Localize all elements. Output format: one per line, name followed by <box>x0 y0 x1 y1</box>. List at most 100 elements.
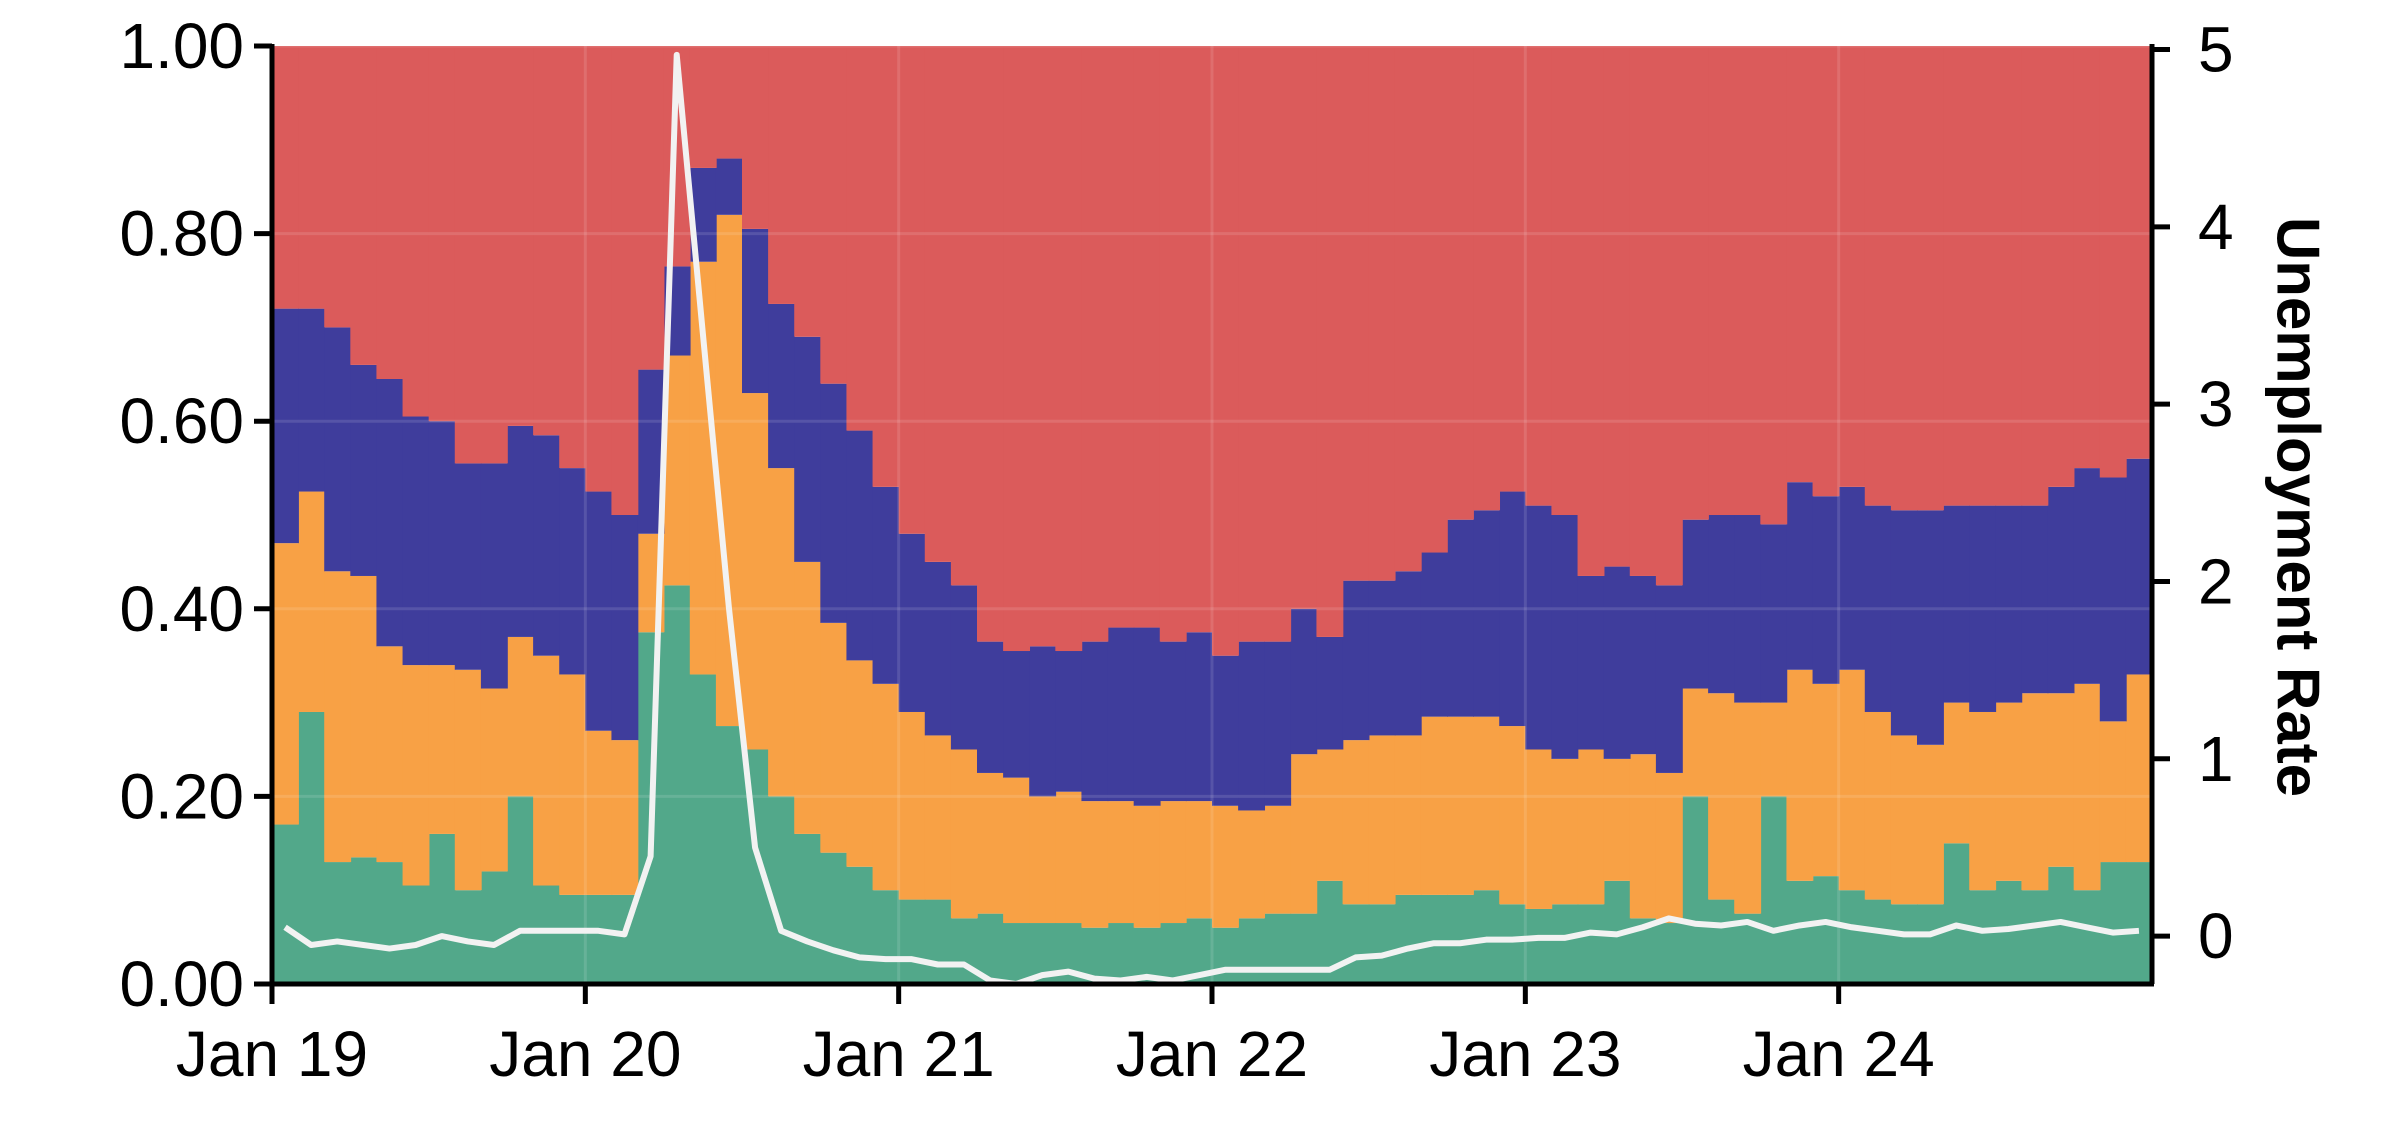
series-3-bar-2022-04 <box>1290 46 1318 609</box>
series-3-bar-2021-03 <box>950 46 978 586</box>
series-1-bar-2019-01 <box>272 543 299 825</box>
series-3-bar-2020-01 <box>585 46 613 492</box>
series-3-bar-2023-12 <box>1812 46 1840 497</box>
series-2-bar-2022-04 <box>1290 608 1318 755</box>
series-2-bar-2024-12 <box>2125 458 2153 675</box>
series-1-bar-2024-02 <box>1864 711 1892 900</box>
y2-tick-label-4: 4 <box>2198 191 2234 263</box>
y-tick-label-0: 0.00 <box>119 948 244 1020</box>
series-3-bar-2022-08 <box>1394 46 1422 572</box>
series-3-bar-2023-05 <box>1629 46 1657 576</box>
series-1-bar-2019-07 <box>428 665 456 834</box>
series-2-bar-2023-07 <box>1682 519 1709 689</box>
series-1-bar-2019-05 <box>376 646 404 863</box>
series-0-bar-2020-10 <box>820 852 848 984</box>
series-1-bar-2020-02 <box>611 740 639 895</box>
series-1-bar-2020-06 <box>715 214 743 727</box>
unemployment-line <box>283 51 2140 984</box>
series-1-bar-2019-08 <box>454 669 482 891</box>
series-2-bar-2021-03 <box>950 585 978 750</box>
series-2-bar-2020-10 <box>820 383 848 623</box>
y2-axis-title: Unemployment Rate <box>2265 217 2332 797</box>
series-2-bar-2022-07 <box>1368 580 1396 736</box>
series-1-group <box>272 214 2153 928</box>
series-3-bar-2022-12 <box>1499 46 1527 492</box>
series-3-bar-2020-11 <box>846 46 874 431</box>
series-2-bar-2023-12 <box>1812 496 1840 684</box>
series-2-bar-2021-02 <box>924 561 952 736</box>
series-1-bar-2019-11 <box>533 655 561 886</box>
series-3-bar-2022-09 <box>1420 46 1448 553</box>
series-3-bar-2023-03 <box>1577 46 1605 576</box>
series-1-bar-2021-01 <box>898 711 926 900</box>
series-0-bar-2023-11 <box>1786 880 1814 984</box>
series-2-bar-2019-03 <box>324 327 352 572</box>
series-1-bar-2023-03 <box>1577 749 1605 905</box>
series-3-bar-2020-03 <box>637 46 665 370</box>
series-3-bar-2022-11 <box>1473 46 1501 511</box>
series-2-bar-2020-06 <box>715 158 743 215</box>
series-2-bar-2022-03 <box>1264 641 1292 806</box>
series-2-bar-2020-11 <box>846 430 874 661</box>
series-0-bar-2020-01 <box>585 894 613 984</box>
series-3-bar-2019-11 <box>533 46 561 436</box>
series-1-bar-2022-03 <box>1264 805 1292 914</box>
series-2-bar-2021-04 <box>977 641 1004 773</box>
series-3-bar-2019-04 <box>350 46 378 365</box>
series-2-bar-2019-06 <box>402 416 430 666</box>
series-3-bar-2024-02 <box>1864 46 1892 506</box>
series-2-bar-2023-06 <box>1655 585 1683 773</box>
series-1-bar-2024-11 <box>2099 721 2127 863</box>
series-3-bar-2024-05 <box>1943 46 1971 506</box>
series-0-bar-2023-10 <box>1760 796 1788 984</box>
series-1-bar-2023-08 <box>1708 693 1736 900</box>
series-1-bar-2021-12 <box>1185 801 1213 919</box>
series-3-bar-2023-07 <box>1682 46 1709 520</box>
series-3-bar-2024-09 <box>2047 46 2075 487</box>
series-0-bar-2020-08 <box>768 796 796 984</box>
y-tick-label-3: 0.60 <box>119 385 244 457</box>
series-3-bar-2023-11 <box>1786 46 1814 483</box>
series-3-bar-2020-08 <box>768 46 796 304</box>
x-tick-label-5: Jan 24 <box>1743 1018 1935 1090</box>
y2-tick-label-3: 3 <box>2198 368 2234 440</box>
series-3-bar-2020-02 <box>611 46 639 515</box>
series-2-bar-2021-08 <box>1081 641 1109 802</box>
series-0-bar-2019-06 <box>402 885 430 984</box>
x-tick-label-1: Jan 20 <box>489 1018 681 1090</box>
series-0-bar-2024-06 <box>1969 890 1997 984</box>
series-3-bar-2019-12 <box>559 46 587 469</box>
series-0-bar-2022-08 <box>1394 894 1422 984</box>
series-1-bar-2021-03 <box>950 749 978 919</box>
series-2-bar-2021-12 <box>1185 632 1213 802</box>
series-3-bar-2022-03 <box>1264 46 1292 642</box>
series-0-bar-2024-08 <box>2021 890 2049 984</box>
series-1-bar-2023-04 <box>1603 758 1631 881</box>
series-0-bar-2022-02 <box>1238 918 1266 984</box>
series-1-bar-2021-10 <box>1133 805 1161 928</box>
y-tick-label-2: 0.40 <box>119 573 244 645</box>
series-2-bar-2020-02 <box>611 515 639 741</box>
series-2-bar-2023-01 <box>1525 505 1553 750</box>
series-2-bar-2021-09 <box>1107 627 1135 802</box>
series-3-bar-2019-08 <box>454 46 482 464</box>
series-2-bar-2019-04 <box>350 364 378 576</box>
unemployment-line-layer <box>283 51 2140 984</box>
series-1-bar-2020-08 <box>768 468 796 797</box>
series-2-bar-2023-11 <box>1786 482 1814 670</box>
series-1-bar-2020-11 <box>846 660 874 867</box>
series-0-bar-2022-06 <box>1342 904 1370 984</box>
series-3-bar-2022-01 <box>1212 46 1239 656</box>
series-1-bar-2023-12 <box>1812 683 1840 877</box>
series-0-bar-2020-11 <box>846 866 874 984</box>
series-3-bar-2022-07 <box>1368 46 1396 581</box>
series-1-bar-2022-11 <box>1473 716 1501 891</box>
series-1-bar-2019-12 <box>559 674 587 895</box>
series-0-bar-2021-05 <box>1003 923 1031 984</box>
series-1-bar-2022-01 <box>1212 805 1239 928</box>
series-2-bar-2021-05 <box>1003 651 1031 778</box>
series-1-bar-2024-03 <box>1890 735 1918 905</box>
series-2-bar-2022-10 <box>1447 519 1474 717</box>
series-2-bar-2023-08 <box>1708 515 1736 694</box>
series-3-bar-2023-06 <box>1655 46 1683 586</box>
